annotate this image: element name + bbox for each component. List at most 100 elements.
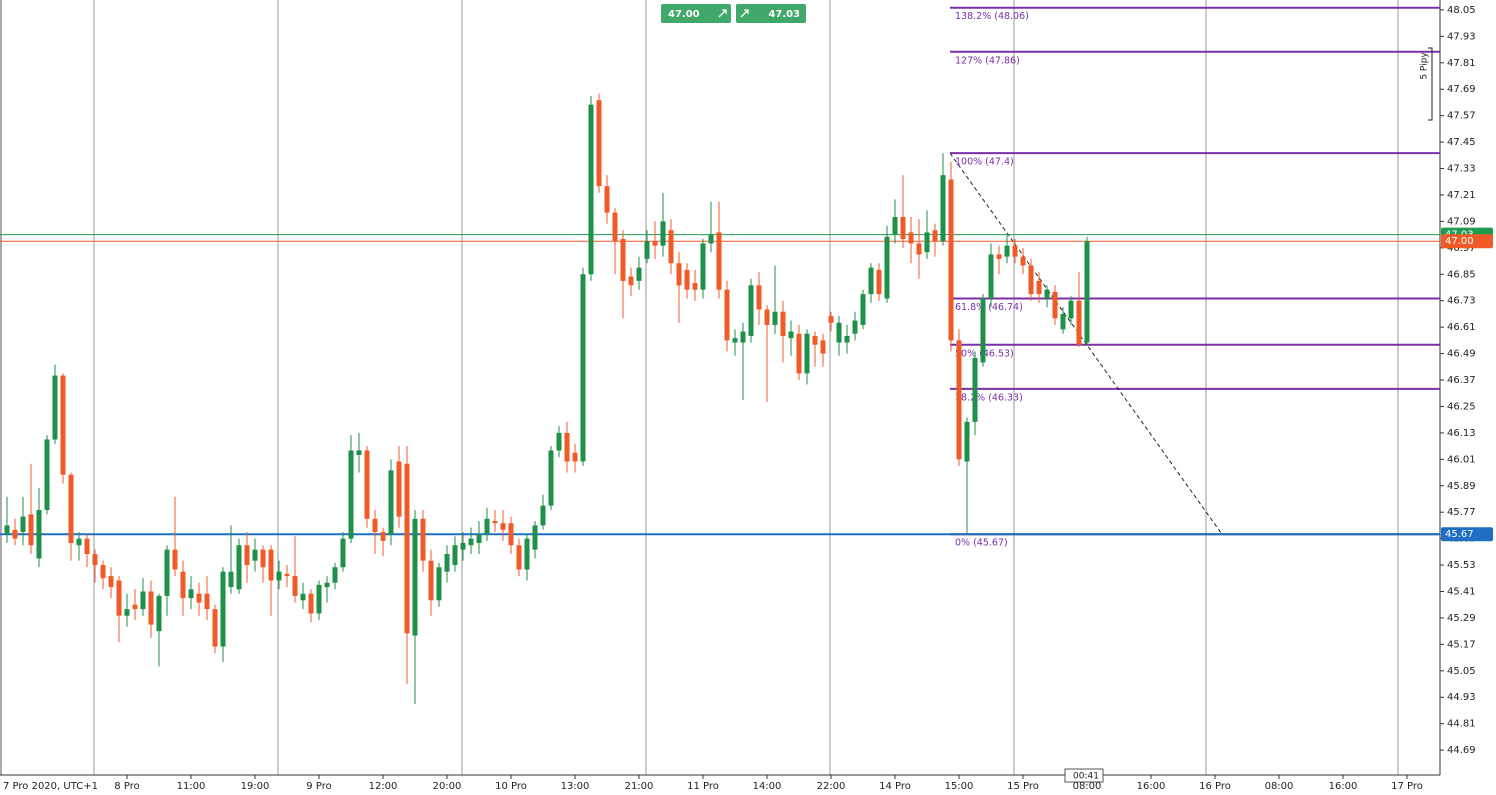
countdown: 00:41 [1073,772,1099,782]
fib-label: 100% (47.4) [955,157,1014,168]
y-tick-label: 44.81 [1447,719,1476,730]
candle-body [196,593,202,603]
candle-body [500,523,506,530]
y-tick-label: 47.33 [1447,164,1476,175]
x-tick-label: 21:00 [625,781,654,792]
x-tick-label: 20:00 [433,781,462,792]
price-label: 45.67 [1445,529,1474,540]
candle-body [940,175,946,242]
x-tick-label: 14 Pro [879,781,911,792]
sell-price[interactable]: 47.00 [668,9,700,20]
fib-label: 127% (47.86) [955,55,1020,66]
x-tick-label: 14:00 [753,781,782,792]
candle-body [876,269,882,295]
y-tick-label: 47.09 [1447,216,1476,227]
candle-body [236,545,242,590]
sell-button[interactable] [661,4,731,23]
y-tick-label: 46.37 [1447,375,1476,386]
candle-body [812,335,818,345]
candle-body [220,571,226,647]
x-tick-label: 08:00 [1073,781,1102,792]
buy-button[interactable] [736,4,806,23]
candle-body [452,545,458,566]
candle-body [828,316,834,323]
candle-body [76,538,82,546]
y-tick-label: 45.41 [1447,586,1476,597]
candle-body [612,212,618,242]
candle-body [140,591,146,610]
candle-body [332,567,338,583]
countdown-box [1064,768,1104,783]
candle-body [948,179,954,341]
x-tick-label: 11 Pro [687,781,719,792]
candle-body [788,331,794,339]
candle-body [964,421,970,462]
y-tick-label: 46.49 [1447,349,1476,360]
candle-body [676,263,682,286]
candle-body [564,432,570,462]
candle-body [780,311,786,336]
candle-body [700,243,706,290]
candle-body [412,518,418,636]
candle-body [124,609,130,616]
candle-body [932,230,938,242]
x-tick-label: 9 Pro [306,781,331,792]
candle-body [524,538,530,570]
candle-body [844,335,850,343]
candle-body [572,452,578,462]
y-tick-label: 47.93 [1447,31,1476,42]
candle-body [428,560,434,601]
x-tick-label: 16:00 [1137,781,1166,792]
candle-body [580,274,586,462]
candle-body [956,340,962,460]
price-label-box [1441,234,1493,249]
candle-body [252,549,258,561]
candle-body [708,234,714,244]
price-label: 47.00 [1445,236,1474,247]
x-tick-label: 12:00 [369,781,398,792]
candle-body [172,549,178,570]
candle-body [540,505,546,526]
pip-annotation: 5 Pipy [1420,52,1430,80]
sell-icon[interactable] [718,9,727,18]
y-tick-label: 46.97 [1447,243,1476,254]
candle-body [556,432,562,451]
candle-body [820,340,826,354]
candle-body [148,591,154,625]
candle-body [44,439,50,510]
y-tick-label: 47.45 [1447,137,1476,148]
candle-body [180,571,186,599]
candle-body [684,269,690,290]
candle-body [1012,245,1018,257]
y-tick-label: 44.93 [1447,692,1476,703]
candle-body [660,221,666,246]
candle-body [908,232,914,244]
y-tick-label: 46.61 [1447,322,1476,333]
candle-body [204,593,210,610]
candle-body [380,532,386,541]
buy-icon[interactable] [740,9,749,18]
candle-body [628,276,634,286]
candle-body [84,538,90,555]
candle-body [316,584,322,614]
buy-price[interactable]: 47.03 [768,9,800,20]
candle-body [284,573,290,577]
y-tick-label: 45.53 [1447,560,1476,571]
x-tick-label: 10 Pro [495,781,527,792]
candle-body [1052,291,1058,319]
candle-body [756,285,762,310]
candle-body [12,529,18,539]
candle-body [740,331,746,343]
candle-body [260,549,266,568]
candle-body [364,450,370,519]
candle-body [924,232,930,253]
candle-body [60,375,66,475]
candle-body [604,186,610,213]
x-tick-label: 17 Pro [1391,781,1423,792]
candle-body [692,283,698,290]
candle-body [420,518,426,561]
x-tick-label: 15:00 [945,781,974,792]
y-tick-label: 48.05 [1447,5,1476,16]
